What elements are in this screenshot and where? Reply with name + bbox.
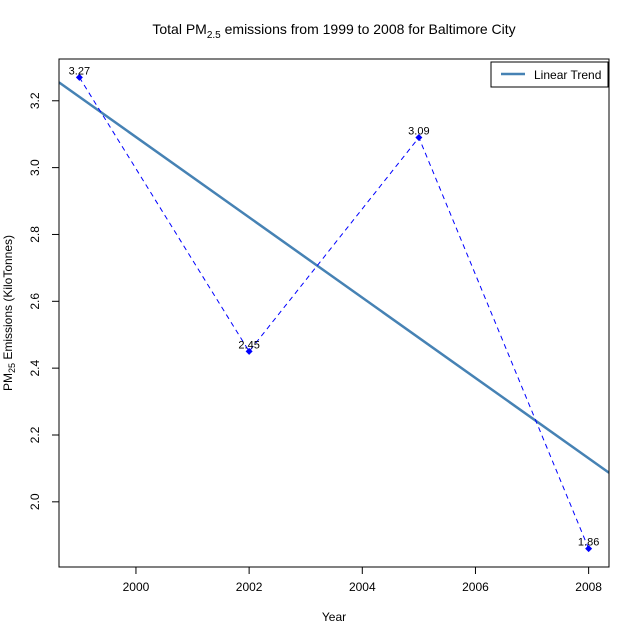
data-label: 3.09 (408, 126, 429, 138)
y-tick-label: 2.2 (28, 426, 42, 443)
data-label: 1.86 (578, 537, 599, 549)
x-tick-label: 2004 (349, 580, 376, 594)
y-tick-label: 2.6 (28, 293, 42, 310)
x-tick-label: 2008 (575, 580, 602, 594)
y-axis-label: PM25 Emissions (KiloTonnes) (1, 235, 17, 391)
y-axis-label-suffix: Emissions (KiloTonnes) (1, 235, 15, 363)
x-axis: 2000 2002 2004 2006 2008 (123, 566, 602, 594)
x-tick-label: 2002 (236, 580, 263, 594)
y-tick-label: 3.0 (28, 159, 42, 176)
data-label: 3.27 (69, 65, 90, 77)
legend-item-linear-trend: Linear Trend (534, 68, 601, 82)
y-axis-label-subscript: 25 (7, 363, 17, 373)
x-axis-label: Year (322, 610, 346, 624)
data-point (415, 134, 423, 142)
y-tick-label: 2.0 (28, 493, 42, 510)
y-axis-label-prefix: PM (1, 373, 15, 391)
legend: Linear Trend (490, 61, 609, 88)
y-axis: 2.0 2.2 2.4 2.6 2.8 3.0 3.2 (28, 92, 60, 510)
data-point (585, 545, 593, 553)
y-tick-label: 2.8 (28, 226, 42, 243)
data-point (245, 347, 253, 355)
trend-line (59, 81, 609, 474)
chart-title: Total PM2.5 emissions from 1999 to 2008 … (152, 21, 515, 41)
data-point (75, 73, 83, 81)
data-label: 2.45 (238, 339, 259, 351)
x-tick-label: 2000 (123, 580, 150, 594)
plot-area: 3.27 2.45 3.09 1.86 (59, 65, 609, 553)
x-tick-label: 2006 (462, 580, 489, 594)
y-tick-label: 3.2 (28, 92, 42, 109)
y-tick-label: 2.4 (28, 359, 42, 376)
chart-title-prefix: Total PM (152, 21, 206, 37)
chart-title-subscript: 2.5 (207, 30, 221, 41)
chart-title-suffix: emissions from 1999 to 2008 for Baltimor… (221, 21, 516, 37)
